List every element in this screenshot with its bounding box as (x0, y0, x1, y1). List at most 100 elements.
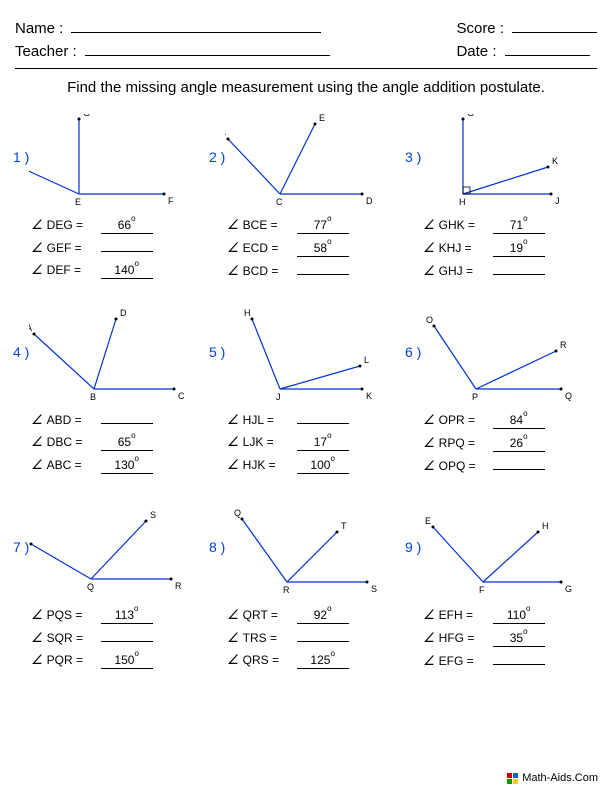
angle-label: KHJ = (439, 241, 491, 255)
svg-text:C: C (178, 391, 185, 401)
svg-text:D: D (366, 196, 373, 206)
svg-text:G: G (467, 114, 474, 118)
answer-row: ∠ QRS =125o (227, 652, 399, 669)
answer-blank[interactable] (101, 640, 153, 642)
problem: 4 )ADCB∠ ABD =∠ DBC =65o∠ ABC =130o (17, 309, 203, 474)
answer-blank[interactable] (101, 422, 153, 424)
angle-icon: ∠ (31, 434, 43, 450)
answer-blank[interactable]: 17o (297, 434, 349, 451)
angle-icon: ∠ (423, 263, 435, 279)
angle-icon: ∠ (423, 217, 435, 233)
answer-row: ∠ HJK =100o (227, 457, 399, 474)
angle-label: PQR = (47, 653, 99, 667)
answer-blank[interactable] (493, 273, 545, 275)
answer-blank[interactable]: 113o (101, 607, 153, 624)
teacher-blank[interactable] (85, 55, 330, 56)
answer-list: ∠ DEG =66o∠ GEF =∠ DEF =140o (31, 217, 203, 279)
angle-icon: ∠ (227, 652, 239, 668)
svg-text:H: H (542, 521, 549, 531)
svg-text:G: G (83, 114, 90, 118)
answer-row: ∠ DBC =65o (31, 434, 203, 451)
svg-text:L: L (364, 355, 369, 365)
svg-text:Q: Q (565, 391, 572, 401)
answer-row: ∠ SQR = (31, 630, 203, 646)
answer-row: ∠ DEG =66o (31, 217, 203, 234)
angle-diagram: ORQP (421, 309, 591, 404)
score-field: Score : (456, 20, 597, 37)
angle-label: DEF = (47, 263, 99, 277)
answer-list: ∠ ABD =∠ DBC =65o∠ ABC =130o (31, 412, 203, 474)
answer-row: ∠ HJL = (227, 412, 399, 428)
answer-blank[interactable]: 77o (297, 217, 349, 234)
svg-text:K: K (366, 391, 372, 401)
answer-blank[interactable] (297, 273, 349, 275)
svg-text:E: E (425, 516, 431, 526)
svg-text:F: F (168, 196, 174, 206)
answer-blank[interactable]: 125o (297, 652, 349, 669)
answer-blank[interactable]: 84o (493, 412, 545, 429)
problem: 6 )ORQP∠ OPR =84o∠ RPQ =26o∠ OPQ = (409, 309, 595, 474)
answer-row: ∠ PQR =150o (31, 652, 203, 669)
angle-label: BCE = (243, 218, 295, 232)
angle-icon: ∠ (423, 240, 435, 256)
answer-row: ∠ BCE =77o (227, 217, 399, 234)
answer-blank[interactable]: 26o (493, 435, 545, 452)
answer-blank[interactable]: 35o (493, 630, 545, 647)
angle-icon: ∠ (227, 457, 239, 473)
answer-blank[interactable]: 100o (297, 457, 349, 474)
answer-blank[interactable]: 66o (101, 217, 153, 234)
svg-text:C: C (276, 197, 283, 207)
worksheet-header: Name : Teacher : Score : Date : (15, 20, 597, 60)
svg-text:B: B (225, 128, 226, 138)
answer-blank[interactable]: 140o (101, 262, 153, 279)
teacher-label: Teacher : (15, 43, 77, 60)
answer-blank[interactable]: 65o (101, 434, 153, 451)
angle-icon: ∠ (227, 607, 239, 623)
angle-icon: ∠ (227, 263, 239, 279)
date-blank[interactable] (505, 55, 590, 56)
name-blank[interactable] (71, 32, 321, 33)
answer-blank[interactable] (297, 422, 349, 424)
svg-text:Q: Q (234, 508, 241, 518)
svg-text:T: T (341, 521, 347, 531)
answer-blank[interactable] (101, 250, 153, 252)
answer-row: ∠ EFH =110o (423, 607, 595, 624)
answer-row: ∠ RPQ =26o (423, 435, 595, 452)
answer-row: ∠ GHK =71o (423, 217, 595, 234)
answer-blank[interactable]: 150o (101, 652, 153, 669)
svg-text:R: R (560, 340, 567, 350)
answer-blank[interactable]: 58o (297, 240, 349, 257)
answer-blank[interactable]: 92o (297, 607, 349, 624)
answer-blank[interactable] (493, 663, 545, 665)
angle-icon: ∠ (227, 412, 239, 428)
problem: 9 )EHGF∠ EFH =110o∠ HFG =35o∠ EFG = (409, 504, 595, 669)
angle-label: HFG = (439, 631, 491, 645)
answer-row: ∠ ABD = (31, 412, 203, 428)
answer-blank[interactable]: 130o (101, 457, 153, 474)
angle-icon: ∠ (31, 457, 43, 473)
answer-row: ∠ QRT =92o (227, 607, 399, 624)
answer-blank[interactable]: 110o (493, 607, 545, 624)
angle-label: DEG = (47, 218, 99, 232)
score-blank[interactable] (512, 32, 597, 33)
answer-blank[interactable] (297, 640, 349, 642)
footer: Math-Aids.Com (507, 772, 598, 784)
answer-blank[interactable]: 19o (493, 240, 545, 257)
svg-text:P: P (472, 392, 478, 402)
angle-label: SQR = (47, 631, 99, 645)
problem-number: 7 ) (13, 539, 29, 555)
angle-label: GHJ = (439, 264, 491, 278)
angle-label: DBC = (47, 435, 99, 449)
svg-text:R: R (283, 585, 290, 595)
angle-label: HJL = (243, 413, 295, 427)
svg-text:K: K (552, 156, 558, 166)
answer-blank[interactable] (493, 468, 545, 470)
angle-label: LJK = (243, 435, 295, 449)
svg-text:S: S (150, 510, 156, 520)
answer-blank[interactable]: 71o (493, 217, 545, 234)
angle-label: ABC = (47, 458, 99, 472)
answer-list: ∠ GHK =71o∠ KHJ =19o∠ GHJ = (423, 217, 595, 279)
svg-text:J: J (555, 196, 560, 206)
answer-list: ∠ EFH =110o∠ HFG =35o∠ EFG = (423, 607, 595, 669)
answer-row: ∠ KHJ =19o (423, 240, 595, 257)
